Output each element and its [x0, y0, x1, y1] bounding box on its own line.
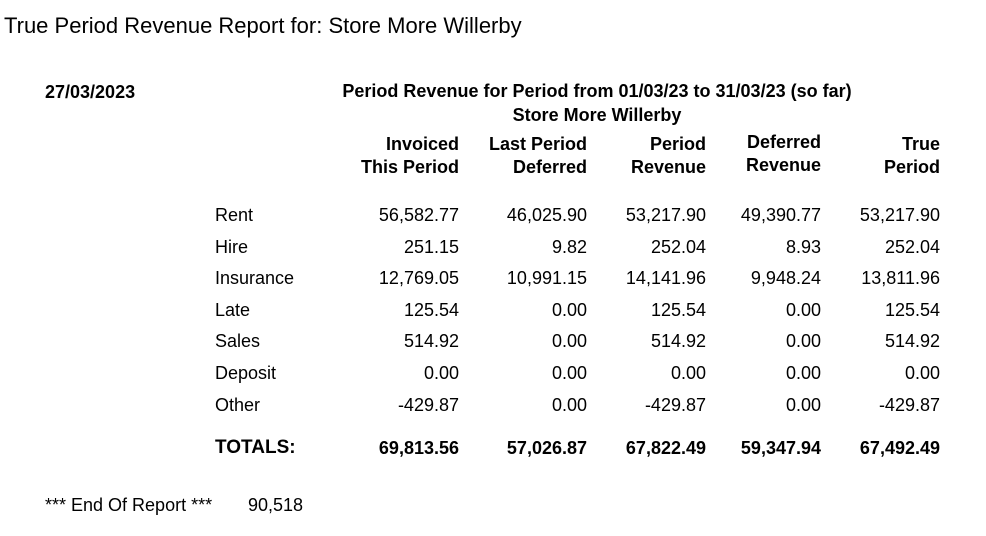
cell: 9.82: [551, 237, 587, 257]
cell: 0.00: [551, 300, 587, 320]
cell: 125.54: [403, 300, 459, 320]
report-heading: Period Revenue for Period from 01/03/23 …: [342, 81, 852, 101]
cell: 0.00: [785, 300, 821, 320]
cell: -429.87: [397, 395, 459, 415]
cell: 514.92: [884, 331, 940, 351]
footer-number: 90,518: [248, 495, 304, 515]
total-cell: 57,026.87: [506, 438, 587, 458]
row-label: Insurance: [215, 268, 295, 288]
row-label: Rent: [215, 205, 254, 225]
total-cell: 69,813.56: [378, 438, 459, 458]
cell: 251.15: [403, 237, 459, 257]
cell: 9,948.24: [750, 268, 821, 288]
cell: -429.87: [644, 395, 706, 415]
cell: 0.00: [670, 363, 706, 383]
total-cell: 67,492.49: [859, 438, 940, 458]
cell: 56,582.77: [378, 205, 459, 225]
total-cell: 59,347.94: [740, 438, 821, 458]
cell: 0.00: [785, 395, 821, 415]
report-date: 27/03/2023: [45, 82, 136, 102]
cell: -429.87: [878, 395, 940, 415]
row-label: Sales: [215, 331, 261, 351]
cell: 0.00: [785, 363, 821, 383]
cell: 53,217.90: [859, 205, 940, 225]
cell: 49,390.77: [740, 205, 821, 225]
cell: 12,769.05: [378, 268, 459, 288]
column-header: Period: [649, 134, 706, 154]
total-cell: 67,822.49: [625, 438, 706, 458]
column-header: Revenue: [630, 157, 706, 177]
column-header: This Period: [360, 157, 459, 177]
cell: 514.92: [403, 331, 459, 351]
cell: 53,217.90: [625, 205, 706, 225]
cell: 0.00: [785, 331, 821, 351]
column-header: Deferred: [512, 157, 587, 177]
column-header: Period: [883, 157, 940, 177]
cell: 13,811.96: [861, 268, 940, 288]
cell: 252.04: [884, 237, 940, 257]
cell: 8.93: [785, 237, 821, 257]
cell: 125.54: [650, 300, 706, 320]
footer-text: *** End Of Report ***: [45, 495, 213, 515]
cell: 0.00: [551, 331, 587, 351]
column-header: True: [901, 134, 940, 154]
cell: 125.54: [884, 300, 940, 320]
page-title: True Period Revenue Report for: Store Mo…: [4, 13, 522, 38]
cell: 0.00: [423, 363, 459, 383]
cell: 252.04: [650, 237, 706, 257]
cell: 0.00: [551, 363, 587, 383]
cell: 0.00: [551, 395, 587, 415]
column-header: Deferred: [746, 132, 821, 152]
column-header: Revenue: [745, 155, 821, 175]
column-header: Last Period: [488, 134, 587, 154]
cell: 514.92: [650, 331, 706, 351]
store-name: Store More Willerby: [512, 105, 682, 125]
cell: 46,025.90: [506, 205, 587, 225]
totals-label: TOTALS:: [215, 437, 296, 458]
row-label: Late: [215, 300, 251, 320]
row-label: Other: [215, 395, 261, 415]
cell: 0.00: [904, 363, 940, 383]
cell: 14,141.96: [625, 268, 706, 288]
row-label: Deposit: [215, 363, 277, 383]
cell: 10,991.15: [506, 268, 587, 288]
column-header: Invoiced: [385, 134, 459, 154]
row-label: Hire: [215, 237, 249, 257]
